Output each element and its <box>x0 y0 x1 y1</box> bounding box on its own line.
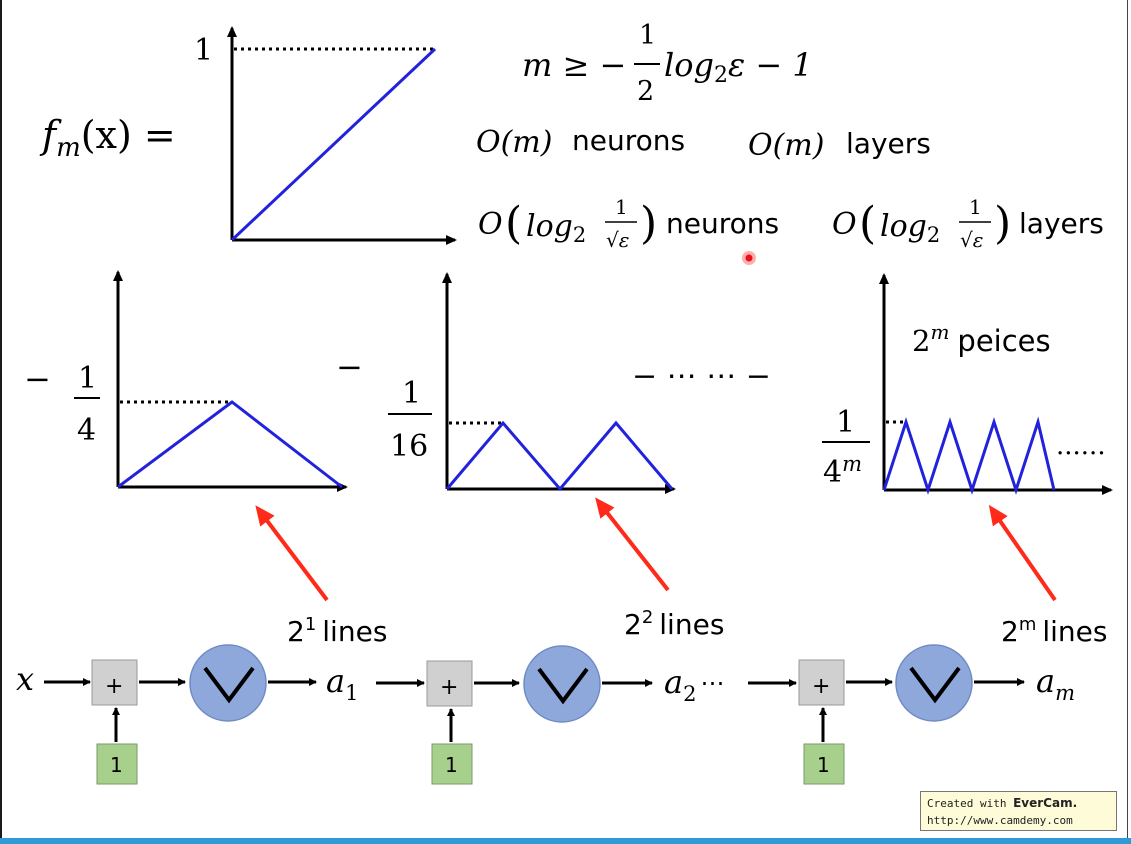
svg-text:1: 1 <box>615 195 628 219</box>
svg-text:(: ( <box>859 198 876 249</box>
svg-text:layers: layers <box>1019 207 1104 240</box>
plot-m: 2m peices 1 4m ······ <box>822 273 1113 495</box>
fm-definition: fm(x) = <box>39 113 176 163</box>
red-arrow-m <box>988 504 1057 602</box>
output-a2: a2 ⋯ <box>664 663 724 706</box>
plus-node-2 <box>426 660 473 707</box>
plot-m-pieces-label: 2m peices <box>912 320 1051 358</box>
main-plot: 1 <box>194 26 457 245</box>
plot-m-line <box>882 416 1056 495</box>
svg-text:1: 1 <box>402 376 421 411</box>
svg-text:log2: log2 <box>526 209 586 247</box>
lines-label-2: 22 lines <box>624 607 724 641</box>
plot-quarter: − 1 4 <box>24 270 348 492</box>
red-arrow-1 <box>255 505 329 602</box>
svg-text:): ) <box>994 198 1011 249</box>
plot-sixteenth: − 1 16 <box>336 272 676 494</box>
watermark-prefix: Created with <box>927 797 1007 810</box>
svg-text:2: 2 <box>637 76 654 107</box>
red-arrow-2 <box>595 497 670 592</box>
plot-m-trailing-dots: ······ <box>1056 439 1106 469</box>
relu-node-1 <box>189 644 267 722</box>
svg-text:1: 1 <box>110 753 123 777</box>
svg-text:+: + <box>812 674 830 699</box>
complexity-om: O(m) neurons O(m) layers <box>476 124 931 163</box>
watermark-url[interactable]: http://www.camdemy.com <box>927 814 1073 827</box>
input-x: x <box>16 660 34 698</box>
svg-text:(: ( <box>505 198 522 249</box>
svg-text:log2: log2 <box>880 209 940 247</box>
svg-text:neurons: neurons <box>572 124 685 157</box>
cursor-pointer-icon <box>742 251 756 265</box>
svg-text:1: 1 <box>78 361 97 396</box>
relu-node-m <box>895 644 973 722</box>
svg-text:1: 1 <box>445 753 458 777</box>
plus-node-m <box>798 659 845 706</box>
bottom-accent-bar <box>0 838 1131 844</box>
svg-text:1: 1 <box>639 20 656 51</box>
svg-text:m ≥ −: m ≥ − <box>522 46 626 84</box>
output-a1: a1 <box>326 662 358 705</box>
evercam-watermark[interactable]: Created with EverCam. http://www.camdemy… <box>920 791 1117 831</box>
plot-quarter-sign: − <box>24 360 51 398</box>
svg-text:neurons: neurons <box>666 207 779 240</box>
svg-text:): ) <box>640 198 657 249</box>
lines-label-1: 21 lines <box>287 614 387 648</box>
svg-text:1: 1 <box>817 753 830 777</box>
svg-text:+: + <box>105 674 123 699</box>
main-y-tick-label: 1 <box>194 33 213 68</box>
svg-text:O: O <box>478 207 503 242</box>
bias-node-1 <box>96 743 138 785</box>
svg-text:16: 16 <box>390 429 428 464</box>
svg-text:+: + <box>440 675 458 700</box>
svg-text:O: O <box>832 207 857 242</box>
bias-node-2 <box>431 743 473 785</box>
watermark-brand: EverCam. <box>1013 796 1078 810</box>
svg-text:1: 1 <box>969 195 982 219</box>
relu-node-2 <box>523 645 601 723</box>
plot-sixteenth-sign: − <box>336 348 363 386</box>
svg-text:4m: 4m <box>823 452 862 490</box>
svg-text:1: 1 <box>836 405 855 440</box>
plot-sixteenth-line <box>445 420 674 492</box>
svg-text:4: 4 <box>77 413 96 448</box>
m-bound-formula: m ≥ − 1 2 log2ε − 1 <box>522 20 813 107</box>
svg-text:O(m): O(m) <box>748 128 824 163</box>
svg-text:√ε: √ε <box>960 228 983 252</box>
main-ramp-line <box>230 47 437 242</box>
svg-text:O(m): O(m) <box>476 125 552 160</box>
complexity-olog: O ( log2 1 √ε ) neurons O ( log2 1 √ε ) … <box>478 195 1104 252</box>
output-am: am <box>1036 662 1075 705</box>
middle-ellipsis: − ⋯ ⋯ − <box>632 359 771 394</box>
svg-text:log2ε − 1: log2ε − 1 <box>664 46 813 88</box>
bias-node-m <box>803 743 845 785</box>
svg-text:layers: layers <box>846 127 931 160</box>
lines-label-m: 2m lines <box>1001 614 1108 648</box>
plot-quarter-line <box>117 400 343 489</box>
svg-text:√ε: √ε <box>606 228 629 252</box>
plus-node-1 <box>91 659 138 706</box>
network-chain: x + 1 a1 + 1 a2 ⋯ + 1 am <box>16 644 1075 785</box>
